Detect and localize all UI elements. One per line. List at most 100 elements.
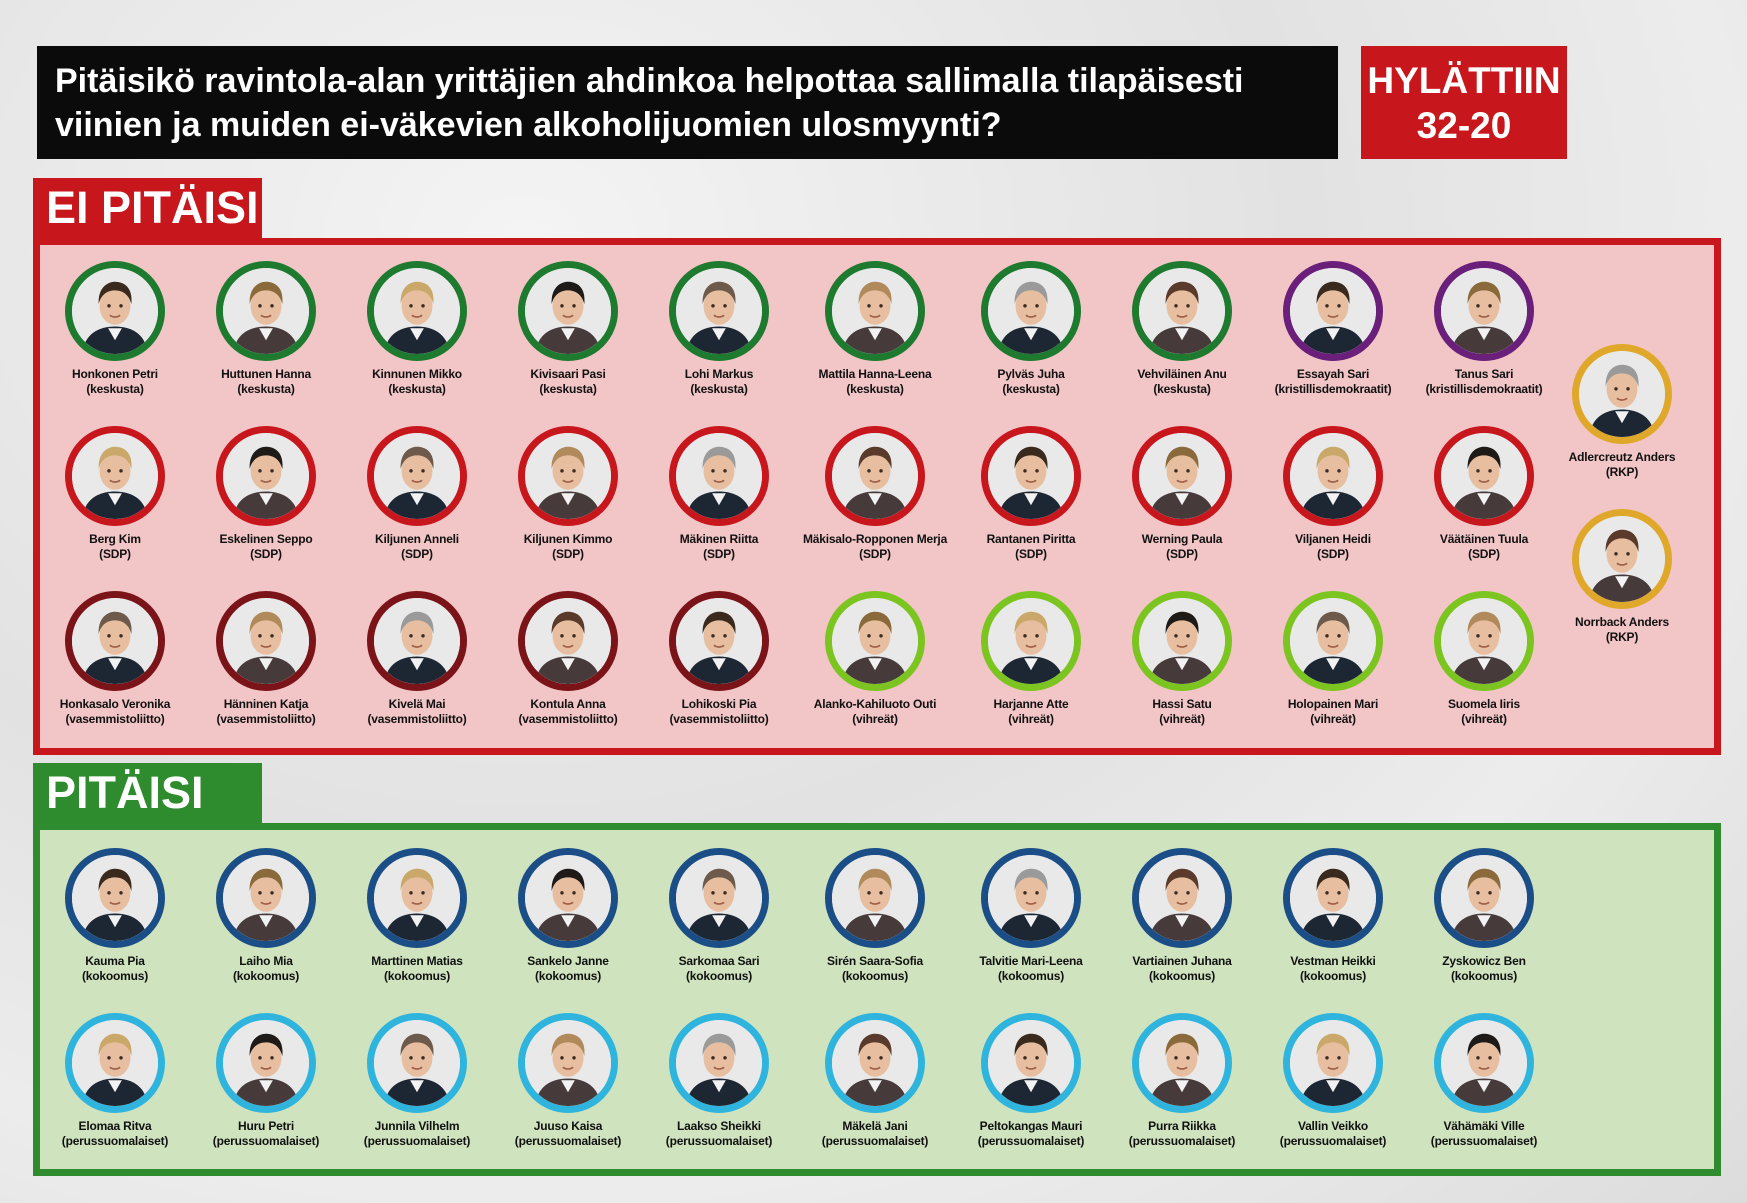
member-party: (vasemmistoliitto): [367, 712, 467, 726]
portrait-icon: [525, 598, 611, 684]
member-name: Vartiainen Juhana: [1132, 954, 1232, 968]
member-party: (keskusta): [86, 382, 144, 396]
member-name: Laakso Sheikki: [677, 1119, 761, 1133]
member-mattila-hanna-leena: Mattila Hanna-Leena (keskusta): [800, 261, 950, 397]
portrait-ring: [981, 591, 1081, 691]
portrait-ring: [669, 261, 769, 361]
portrait-ring: [65, 591, 165, 691]
member-tanus-sari: Tanus Sari (kristillisdemokraatit): [1409, 261, 1559, 397]
member-vaatainen-tuula: Väätäinen Tuula (SDP): [1409, 426, 1559, 562]
portrait-icon: [223, 433, 309, 519]
member-kivela-mai: Kivelä Mai (vasemmistoliitto): [342, 591, 492, 727]
portrait-icon: [988, 598, 1074, 684]
portrait-icon: [1579, 351, 1665, 437]
member-vahamaki-ville: Vähämäki Ville (perussuomalaiset): [1409, 1013, 1559, 1149]
member-party: (vihreät): [1159, 712, 1205, 726]
member-name: Essayah Sari: [1296, 367, 1370, 381]
member-party: (vasemmistoliitto): [669, 712, 769, 726]
member-name: Kivelä Mai: [388, 697, 446, 711]
portrait-icon: [832, 1020, 918, 1106]
member-pylvas-juha: Pylväs Juha (keskusta): [956, 261, 1106, 397]
portrait-ring: [825, 261, 925, 361]
member-party: (kokoomus): [1450, 969, 1517, 983]
member-party: (SDP): [1015, 547, 1047, 561]
portrait-ring: [216, 426, 316, 526]
portrait-icon: [525, 268, 611, 354]
member-name: Kontula Anna: [530, 697, 606, 711]
portrait-ring: [1283, 426, 1383, 526]
member-kontula-anna: Kontula Anna (vasemmistoliitto): [493, 591, 643, 727]
portrait-ring: [1434, 1013, 1534, 1113]
portrait-icon: [223, 855, 309, 941]
member-party: (keskusta): [690, 382, 748, 396]
portrait-ring: [65, 848, 165, 948]
member-party: (vasemmistoliitto): [216, 712, 316, 726]
member-party: (SDP): [99, 547, 131, 561]
member-party: (vihreät): [852, 712, 898, 726]
member-party: (kokoomus): [232, 969, 299, 983]
portrait-icon: [1441, 268, 1527, 354]
member-honkonen-petri: Honkonen Petri (keskusta): [40, 261, 190, 397]
member-name: Mäkisalo-Ropponen Merja: [802, 532, 948, 546]
member-party: (SDP): [552, 547, 584, 561]
portrait-icon: [1441, 855, 1527, 941]
ei-pitaisi-heading: EI PITÄISI: [33, 178, 262, 240]
member-party: (SDP): [401, 547, 433, 561]
member-makela-jani: Mäkelä Jani (perussuomalaiset): [800, 1013, 950, 1149]
member-name: Huru Petri: [237, 1119, 294, 1133]
member-name: Juuso Kaisa: [533, 1119, 603, 1133]
member-party: (perussuomalaiset): [1430, 1134, 1538, 1148]
member-party: (SDP): [859, 547, 891, 561]
member-holopainen-mari: Holopainen Mari (vihreät): [1258, 591, 1408, 727]
member-party: (SDP): [1317, 547, 1349, 561]
portrait-icon: [1139, 855, 1225, 941]
member-party: (SDP): [1468, 547, 1500, 561]
member-elomaa-ritva: Elomaa Ritva (perussuomalaiset): [40, 1013, 190, 1149]
portrait-ring: [367, 848, 467, 948]
portrait-ring: [825, 426, 925, 526]
portrait-ring: [518, 591, 618, 691]
portrait-icon: [676, 1020, 762, 1106]
portrait-ring: [1132, 848, 1232, 948]
portrait-icon: [832, 433, 918, 519]
member-name: Junnila Vilhelm: [374, 1119, 460, 1133]
member-name: Honkonen Petri: [72, 367, 158, 381]
portrait-ring: [1132, 1013, 1232, 1113]
member-party: (keskusta): [846, 382, 904, 396]
member-name: Adlercreutz Anders: [1568, 450, 1676, 464]
member-party: (kokoomus): [685, 969, 752, 983]
member-kauma-pia: Kauma Pia (kokoomus): [40, 848, 190, 984]
portrait-icon: [374, 1020, 460, 1106]
member-name: Mattila Hanna-Leena: [818, 367, 932, 381]
member-name: Hänninen Katja: [223, 697, 309, 711]
member-talvitie-mari-leena: Talvitie Mari-Leena (kokoomus): [956, 848, 1106, 984]
portrait-ring: [65, 1013, 165, 1113]
portrait-icon: [223, 598, 309, 684]
member-party: (kokoomus): [81, 969, 148, 983]
portrait-ring: [669, 591, 769, 691]
portrait-icon: [72, 1020, 158, 1106]
question-line-1: Pitäisikö ravintola-alan yrittäjien ahdi…: [55, 62, 1244, 100]
portrait-icon: [676, 268, 762, 354]
portrait-ring: [367, 591, 467, 691]
portrait-icon: [832, 598, 918, 684]
member-sarkomaa-sari: Sarkomaa Sari (kokoomus): [644, 848, 794, 984]
member-party: (SDP): [703, 547, 735, 561]
portrait-ring: [367, 1013, 467, 1113]
portrait-icon: [525, 433, 611, 519]
member-name: Marttinen Matias: [371, 954, 463, 968]
portrait-ring: [1283, 591, 1383, 691]
member-party: (perussuomalaiset): [1279, 1134, 1387, 1148]
member-name: Kinnunen Mikko: [372, 367, 462, 381]
member-name: Mäkinen Riitta: [679, 532, 759, 546]
member-name: Väätäinen Tuula: [1439, 532, 1529, 546]
member-name: Kiljunen Anneli: [375, 532, 459, 546]
member-party: (RKP): [1605, 465, 1639, 479]
portrait-ring: [1572, 509, 1672, 609]
member-name: Holopainen Mari: [1287, 697, 1379, 711]
member-name: Alanko-Kahiluoto Outi: [813, 697, 937, 711]
member-party: (kokoomus): [383, 969, 450, 983]
member-name: Harjanne Atte: [993, 697, 1069, 711]
member-kivisaari-pasi: Kivisaari Pasi (keskusta): [493, 261, 643, 397]
member-vartiainen-juhana: Vartiainen Juhana (kokoomus): [1107, 848, 1257, 984]
